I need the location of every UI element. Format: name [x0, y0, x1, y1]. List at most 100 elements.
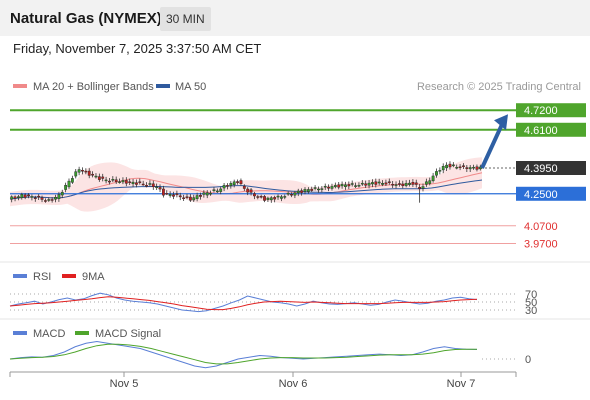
candle-body — [209, 192, 212, 195]
legend-swatch-rsi — [13, 274, 27, 278]
candle-body — [475, 166, 479, 170]
candle-body — [347, 184, 351, 187]
candle-body — [472, 166, 475, 169]
candle-body — [384, 182, 388, 185]
candle-body — [364, 183, 368, 186]
candle-body — [168, 194, 172, 196]
candle-body — [226, 185, 229, 187]
candle-body — [151, 183, 155, 187]
candle-body — [290, 194, 293, 196]
candle-body — [158, 187, 162, 190]
candle-body — [448, 163, 452, 168]
candle-body — [64, 184, 68, 190]
target-arrow-head — [494, 114, 508, 131]
candle-body — [135, 182, 138, 185]
candle-body — [266, 197, 270, 200]
candle-body — [300, 190, 304, 193]
chart-datetime: Friday, November 7, 2025 3:37:50 AM CET — [13, 41, 262, 56]
legend-swatch-macd — [13, 331, 27, 335]
candle-body — [401, 183, 405, 187]
candle-body — [182, 197, 186, 200]
candle-body — [374, 181, 378, 185]
candle-body — [340, 184, 344, 187]
candle-body — [47, 199, 51, 201]
rsi-9ma-line — [9, 296, 478, 311]
candle-body — [155, 186, 159, 188]
candle-body — [50, 199, 54, 201]
level-label-4.6100: 4.6100 — [524, 125, 558, 137]
candle-body — [398, 183, 401, 185]
candle-body — [219, 188, 223, 192]
candle-body — [161, 188, 165, 196]
candle-body — [236, 181, 239, 183]
candle-body — [33, 197, 37, 199]
rsi-legend: RSI 9MA — [13, 271, 105, 283]
candle-body — [104, 179, 108, 182]
candle-body — [408, 182, 411, 185]
candle-body — [172, 194, 175, 197]
candle-body — [54, 197, 57, 200]
candle-body — [124, 180, 128, 184]
candle-body — [337, 184, 341, 188]
candle-body — [27, 194, 30, 197]
legend-swatch-9ma — [62, 274, 76, 278]
macd-legend: MACD MACD Signal — [13, 328, 161, 340]
candle-body — [273, 197, 277, 200]
candle-body — [310, 188, 314, 191]
candle-body — [424, 181, 428, 185]
x-tick-label: Nov 6 — [279, 378, 308, 390]
candle-body — [138, 181, 142, 183]
candle-body — [327, 186, 330, 189]
level-tag-4.2500 — [516, 186, 586, 201]
legend-label-macd-signal: MACD Signal — [95, 328, 161, 340]
candle-body — [381, 183, 384, 185]
level-tag-4.7200 — [516, 103, 586, 118]
candle-body — [17, 196, 20, 198]
legend-swatch-bollinger — [13, 84, 27, 88]
candle-body — [377, 181, 381, 184]
level-label-4.0700: 4.0700 — [524, 221, 558, 233]
candle-body — [344, 184, 347, 187]
candle-body — [20, 194, 24, 198]
candle-body — [202, 192, 206, 195]
candle-body — [458, 166, 462, 169]
candle-body — [283, 196, 287, 198]
candle-body — [232, 181, 236, 186]
candle-body — [320, 188, 324, 190]
candle-body — [431, 175, 435, 182]
candle-body — [330, 186, 334, 189]
legend-label-ma50: MA 50 — [175, 81, 206, 93]
candle-body — [192, 197, 196, 201]
candle-body — [118, 181, 121, 183]
candle-body — [10, 196, 14, 200]
candle-body — [367, 182, 371, 186]
candle-body — [37, 195, 41, 198]
candle-body — [313, 187, 317, 189]
level-tag-4.6100 — [516, 122, 586, 137]
x-tick-label: Nov 7 — [447, 378, 476, 390]
candle-body — [350, 183, 354, 185]
candle-body — [205, 192, 209, 196]
ma50-line — [9, 179, 483, 200]
instrument-title: Natural Gas (NYMEX) — [10, 10, 162, 27]
rsi-tick-30: 30 — [525, 305, 537, 317]
candle-body — [333, 185, 337, 188]
candle-body — [91, 173, 95, 176]
macd-line — [9, 340, 478, 369]
candle-body — [269, 197, 273, 201]
target-arrow-shaft — [480, 121, 505, 169]
chart-header: Natural Gas (NYMEX) 30 MIN — [0, 0, 590, 36]
candle-body — [178, 195, 182, 198]
candle-body — [263, 196, 266, 201]
candle-body — [462, 165, 465, 167]
candle-body — [276, 195, 280, 198]
candle-body — [306, 189, 310, 192]
candle-body — [212, 189, 216, 191]
level-label-4.3950: 4.3950 — [524, 163, 558, 175]
candle-body — [259, 196, 263, 198]
candle-body — [239, 180, 243, 184]
candle-body — [391, 183, 395, 186]
x-axis: Nov 5 Nov 6 Nov 7 — [9, 372, 517, 390]
timeframe-badge[interactable]: 30 MIN — [160, 7, 211, 31]
candle-body — [148, 183, 152, 185]
